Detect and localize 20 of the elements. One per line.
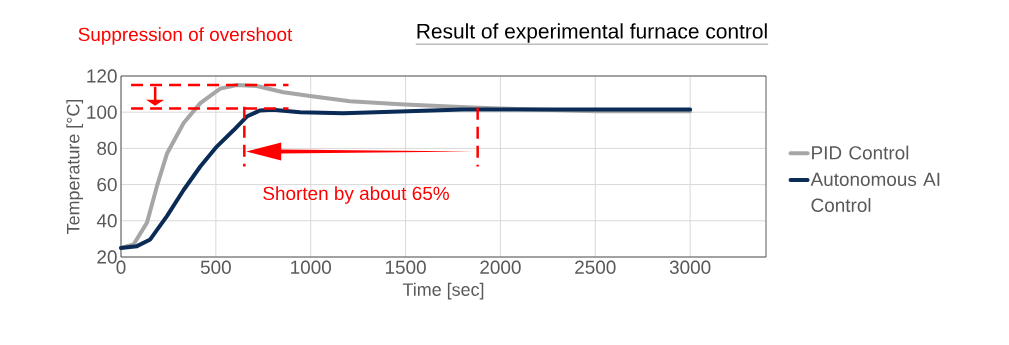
x-tick-label: 1000: [291, 260, 332, 274]
x-tick-label: 2000: [480, 260, 521, 274]
legend-label: PID Control: [812, 145, 909, 160]
legend-label: Autonomous AI Control: [810, 172, 940, 212]
x-tick-label: 1500: [385, 260, 426, 274]
y-tick-label: 20: [97, 250, 117, 264]
x-axis-title: Time [sec]: [402, 282, 484, 300]
x-tick-label: 0: [116, 260, 126, 274]
x-tick-label: 500: [200, 260, 231, 274]
chart-title: Result of experimental furnace control: [417, 23, 767, 43]
x-tick-label: 2500: [575, 260, 616, 274]
y-tick-label: 120: [87, 69, 117, 83]
y-axis-title: Temperature [°C]: [66, 99, 84, 234]
annotation: Shorten by about 65%: [263, 186, 449, 204]
x-tick-label: 3000: [669, 260, 711, 274]
y-tick-label: 80: [97, 141, 117, 156]
y-tick-label: 40: [96, 214, 117, 228]
y-tick-label: 60: [97, 177, 117, 192]
text: Suppression of overshoot: [78, 27, 293, 45]
y-tick-label: 100: [87, 105, 117, 119]
